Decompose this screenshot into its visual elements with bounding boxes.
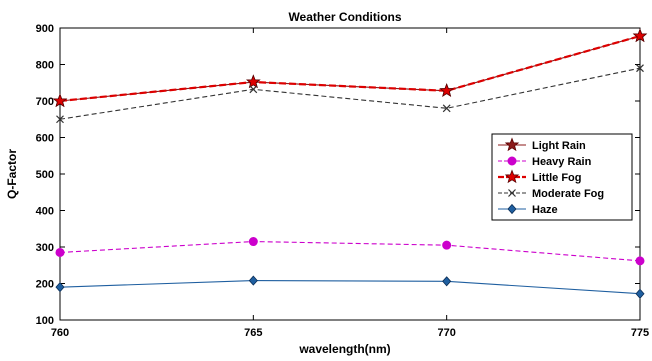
data-point-2-0 [52,93,68,108]
data-point-2-2 [439,83,454,97]
y-tick-label: 800 [36,60,54,72]
data-point-4-3 [635,288,645,299]
legend-label-2: Little Fog [532,172,582,184]
legend: Light Rain Heavy Rain Little Fog Moderate F… [491,133,633,221]
legend-marker-4 [507,203,517,215]
series-line-4 [59,280,641,295]
x-axis-label: wavelength(nm) [298,342,390,356]
data-point-2-1 [246,74,261,89]
legend-label-3: Moderate Fog [532,188,604,200]
x-tick-label: 775 [631,327,649,339]
x-tick-label: 770 [437,327,455,339]
data-point-3-3 [636,64,644,73]
y-tick-label: 200 [36,279,54,291]
legend-label-1: Heavy Rain [532,156,592,168]
legend-label-0: Light Rain [532,140,586,152]
data-point-2-3 [632,28,648,43]
series-line-1 [59,240,641,262]
data-point-1-2 [442,240,452,250]
plot-area: 100 200 300 400 500 600 700 800 900 760 765 770 775 [36,23,650,339]
legend-marker-1 [507,156,517,166]
series-line-3 [59,67,641,120]
legend-marker-2 [504,169,520,184]
legend-marker-0 [504,137,520,152]
data-point-1-3 [635,256,645,266]
data-point-3-2 [442,104,451,113]
y-tick-label: 700 [36,96,54,108]
y-axis-label: Q-Factor [5,149,19,199]
data-point-1-1 [248,237,258,247]
y-tick-label: 400 [36,206,54,218]
legend-label-4: Haze [532,204,558,216]
y-tick-label: 300 [36,242,54,254]
series-line-0 [59,35,641,102]
chart-title: Weather Conditions [288,10,401,24]
series-line-2 [59,34,641,103]
y-tick-label: 600 [36,133,54,145]
x-tick-label: 765 [244,327,262,339]
y-tick-label: 500 [36,169,54,181]
legend-marker-3 [508,189,516,197]
y-tick-label: 900 [36,23,54,35]
x-tick-label: 760 [51,327,69,339]
data-point-3-0 [56,115,64,124]
y-tick-label: 100 [36,315,54,327]
data-point-4-2 [442,276,452,287]
data-point-3-1 [249,85,258,94]
data-point-1-0 [55,247,65,257]
data-point-4-0 [55,282,65,293]
data-point-4-1 [248,275,258,286]
